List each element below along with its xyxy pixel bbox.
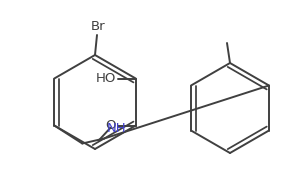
Text: Br: Br: [91, 20, 105, 33]
Text: NH: NH: [106, 122, 126, 136]
Text: HO: HO: [95, 72, 116, 85]
Text: O: O: [105, 119, 116, 132]
